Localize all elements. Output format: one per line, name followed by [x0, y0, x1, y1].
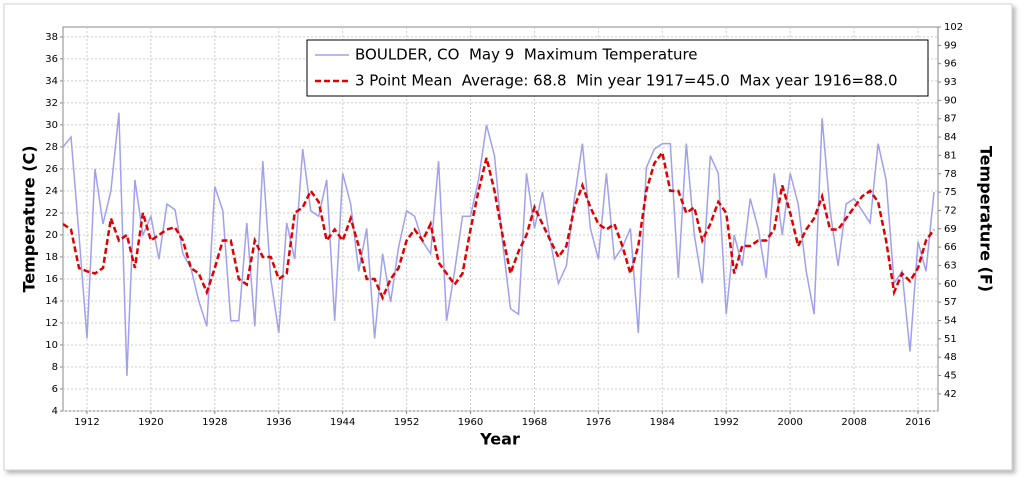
legend-label: BOULDER, CO May 9 Maximum Temperature	[355, 46, 698, 64]
y-tick-label: 32	[45, 98, 58, 109]
y2-tick-label: 99	[944, 40, 957, 51]
y-tick-label: 20	[45, 230, 58, 241]
y2-tick-label: 75	[944, 187, 957, 198]
y-tick-label: 36	[45, 54, 58, 65]
x-tick-label: 1968	[522, 417, 547, 428]
y2-tick-label: 72	[944, 205, 957, 216]
x-tick-label: 1992	[714, 417, 739, 428]
x-tick-label: 1952	[394, 417, 419, 428]
y2-tick-label: 63	[944, 260, 957, 271]
y-tick-label: 10	[45, 340, 58, 351]
y2-tick-label: 54	[944, 316, 957, 327]
y2-tick-label: 51	[944, 334, 957, 345]
x-tick-label: 2000	[777, 417, 802, 428]
x-tick-label: 1936	[266, 417, 291, 428]
x-tick-label: 1912	[74, 417, 99, 428]
y-tick-label: 24	[45, 186, 58, 197]
y2-tick-label: 60	[944, 279, 957, 290]
y2-tick-label: 78	[944, 169, 957, 180]
y-tick-label: 28	[45, 142, 58, 153]
x-tick-label: 1984	[650, 417, 675, 428]
y2-tick-label: 102	[944, 22, 963, 33]
y2-tick-label: 42	[944, 389, 957, 400]
y-tick-label: 18	[45, 252, 58, 263]
x-axis-title: Year	[479, 430, 520, 449]
y2-tick-label: 66	[944, 242, 957, 253]
y-tick-label: 12	[45, 318, 58, 329]
y2-tick-label: 69	[944, 224, 957, 235]
y2-tick-label: 81	[944, 150, 957, 161]
x-tick-label: 1976	[586, 417, 611, 428]
y-tick-label: 4	[52, 406, 58, 417]
series-line	[63, 149, 936, 301]
x-tick-label: 1928	[202, 417, 227, 428]
y-tick-label: 14	[45, 296, 58, 307]
x-tick-label: 1920	[138, 417, 163, 428]
y-tick-label: 16	[45, 274, 58, 285]
y2-tick-label: 84	[944, 132, 957, 143]
y2-tick-label: 93	[944, 77, 957, 88]
y-axis-title: Temperature (C)	[20, 145, 39, 292]
legend-label: 3 Point Mean Average: 68.8 Min year 1917…	[355, 72, 898, 90]
x-tick-label: 1960	[458, 417, 483, 428]
legend-box	[306, 39, 929, 97]
y-tick-label: 26	[45, 164, 58, 175]
y2-tick-label: 57	[944, 297, 957, 308]
y-tick-label: 8	[52, 362, 58, 373]
y-tick-label: 38	[45, 32, 58, 43]
y2-axis-title: Temperature (F)	[977, 146, 996, 292]
y-tick-label: 34	[45, 76, 58, 87]
x-tick-label: 2016	[905, 417, 930, 428]
x-tick-label: 2008	[841, 417, 866, 428]
y2-tick-label: 90	[944, 95, 957, 106]
y2-tick-label: 48	[944, 352, 957, 363]
y2-tick-label: 45	[944, 371, 957, 382]
y2-tick-label: 96	[944, 59, 957, 70]
y-tick-label: 30	[45, 120, 58, 131]
x-tick-label: 1944	[330, 417, 355, 428]
y-tick-label: 22	[45, 208, 58, 219]
y2-tick-label: 87	[944, 114, 957, 125]
y-tick-label: 6	[52, 384, 58, 395]
series-line	[63, 112, 935, 376]
